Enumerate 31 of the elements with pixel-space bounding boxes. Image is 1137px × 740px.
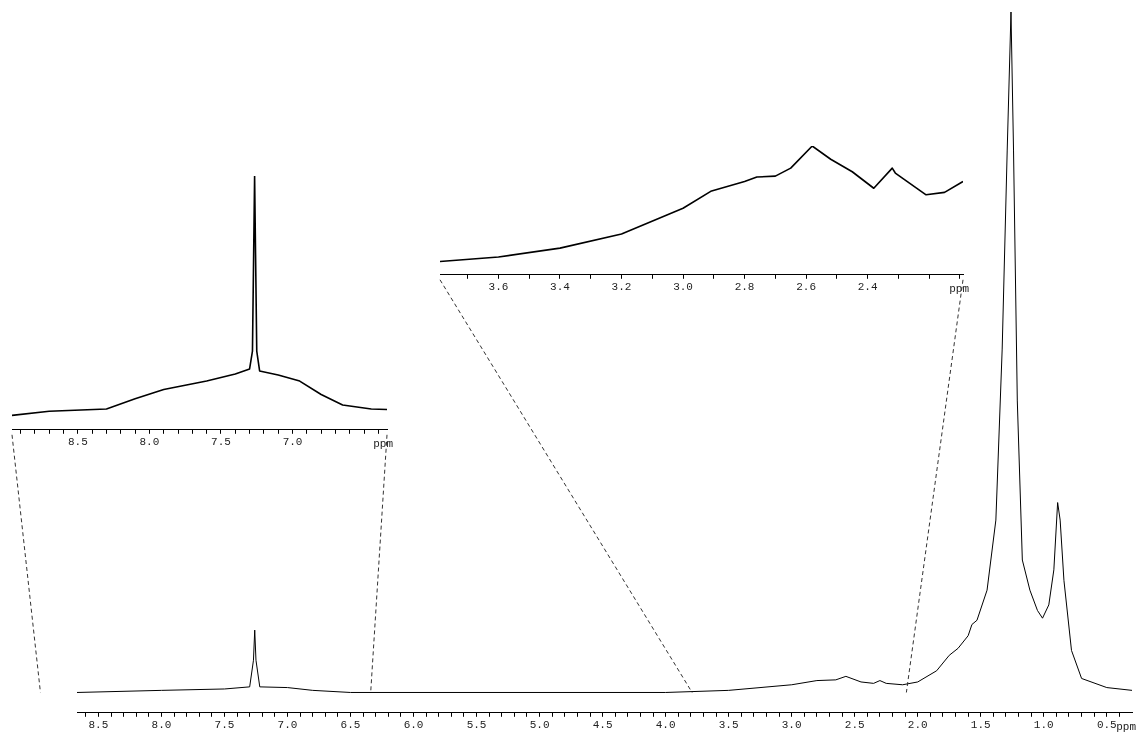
x-tick-label: 7.0 bbox=[282, 436, 303, 449]
x-tick-label: 5.0 bbox=[529, 719, 550, 732]
x-tick-label: 2.0 bbox=[907, 719, 928, 732]
x-tick-label: 2.4 bbox=[857, 281, 878, 294]
x-tick-label: 7.5 bbox=[214, 719, 235, 732]
x-tick-label: 8.0 bbox=[151, 719, 172, 732]
x-tick-label: 6.5 bbox=[340, 719, 361, 732]
x-axis-title: ppm bbox=[373, 438, 394, 451]
x-axis-title: ppm bbox=[1116, 721, 1137, 734]
x-tick-label: 7.0 bbox=[277, 719, 298, 732]
x-tick-label: 8.5 bbox=[88, 719, 109, 732]
x-axis-title: ppm bbox=[949, 283, 970, 296]
x-tick-label: 8.5 bbox=[67, 436, 88, 449]
x-tick-label: 0.5 bbox=[1096, 719, 1117, 732]
x-tick-label: 2.5 bbox=[844, 719, 865, 732]
x-tick-label: 3.4 bbox=[550, 281, 571, 294]
x-tick-label: 3.5 bbox=[718, 719, 739, 732]
x-tick-label: 3.0 bbox=[673, 281, 693, 294]
x-tick-label: 1.0 bbox=[1033, 719, 1054, 732]
x-tick-label: 5.5 bbox=[466, 719, 487, 732]
x-tick-label: 8.0 bbox=[139, 436, 160, 449]
x-tick-label: 1.5 bbox=[970, 719, 991, 732]
x-tick-label: 3.2 bbox=[611, 281, 632, 294]
x-tick-label: 2.8 bbox=[734, 281, 755, 294]
x-tick-label: 7.5 bbox=[211, 436, 231, 449]
x-tick-label: 2.6 bbox=[796, 281, 817, 294]
x-tick-label: 4.0 bbox=[655, 719, 676, 732]
x-tick-label: 3.0 bbox=[781, 719, 802, 732]
x-tick-label: 3.6 bbox=[488, 281, 509, 294]
x-tick-label: 4.5 bbox=[592, 719, 613, 732]
x-tick-label: 6.0 bbox=[403, 719, 424, 732]
